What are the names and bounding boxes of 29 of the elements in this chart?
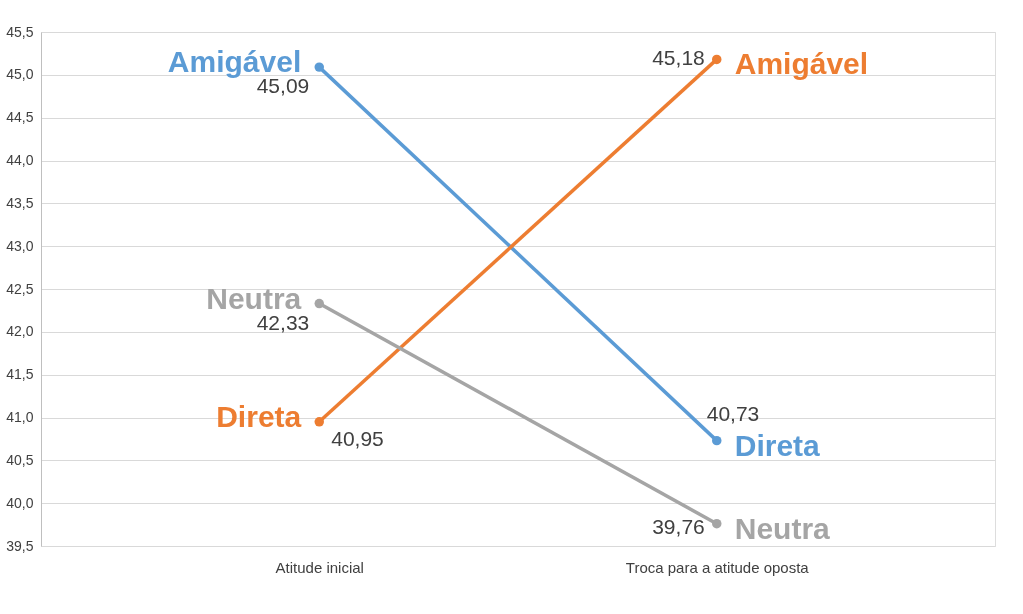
data-label: 40,73 <box>706 401 760 425</box>
y-tick-label: 44,0 <box>6 152 34 168</box>
data-label: 40,95 <box>331 426 384 450</box>
point <box>314 298 324 309</box>
annotation: Direta <box>216 399 302 433</box>
point <box>712 435 722 446</box>
point <box>314 62 324 72</box>
y-tick-label: 41,5 <box>6 366 34 383</box>
x-tick-label: Troca para a atitude oposta <box>625 558 810 576</box>
annotation: Amigável <box>734 47 869 81</box>
y-tick-label: 44,5 <box>6 109 34 126</box>
y-tick-label: 45,5 <box>6 23 34 40</box>
data-label: 45,18 <box>652 46 705 70</box>
y-tick-label: 42,5 <box>6 280 34 297</box>
y-tick-label: 41,0 <box>6 409 34 425</box>
point <box>314 417 324 427</box>
y-tick-label: 43,0 <box>6 237 34 254</box>
y-tick-label: 40,5 <box>6 451 34 468</box>
x-tick-label: Atitude inicial <box>275 558 364 576</box>
y-tick-label: 45,0 <box>6 66 34 83</box>
annotation: Neutra <box>734 511 831 545</box>
y-tick-label: 42,0 <box>6 323 34 340</box>
annotation: Direta <box>734 428 821 462</box>
point <box>712 54 722 65</box>
point <box>712 518 722 529</box>
y-tick-label: 43,5 <box>6 194 34 211</box>
y-tick-label: 40,0 <box>6 494 34 511</box>
y-tick-label: 39,5 <box>6 537 34 554</box>
data-label: 39,76 <box>652 514 705 538</box>
